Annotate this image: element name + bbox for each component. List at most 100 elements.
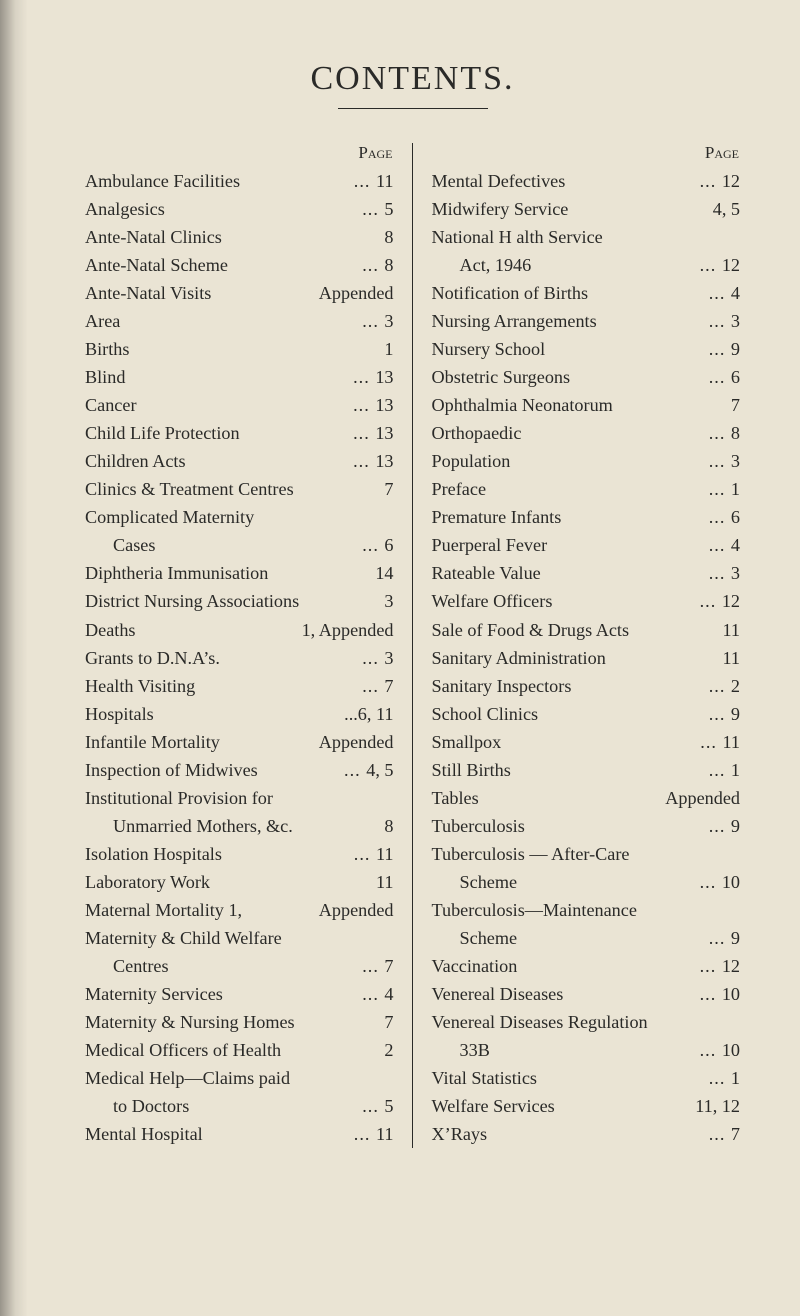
toc-entry: Scheme... 10 [432,868,741,896]
toc-entry: Clinics & Treatment Centres7 [85,475,394,503]
toc-label: Clinics & Treatment Centres [85,475,364,503]
toc-page: ... 8 [709,419,740,447]
toc-page: ... 12 [700,167,740,195]
toc-entry: Population... 3 [432,447,741,475]
title-rule [338,108,488,109]
toc-label: Ophthalmia Neonatorum [432,391,711,419]
toc-entry: Centres... 7 [85,952,394,980]
toc-label: Medical Help—Claims paid [85,1064,364,1092]
toc-label: Centres [85,952,362,980]
toc-page: ... 10 [700,980,740,1008]
toc-page: ... 9 [709,812,740,840]
toc-entry: Notification of Births... 4 [432,279,741,307]
toc-label: Ante-Natal Clinics [85,223,364,251]
toc-label: Blind [85,363,353,391]
toc-label: Maternal Mortality 1, [85,896,319,924]
toc-label: Mental Defectives [432,167,700,195]
toc-page: 7 [710,391,740,419]
toc-page: ... 6 [709,363,740,391]
toc-entry: Smallpox... 11 [432,728,741,756]
toc-entry: Midwifery Service4, 5 [432,195,741,223]
toc-page: ... 13 [353,363,393,391]
toc-entry: Medical Officers of Health2 [85,1036,394,1064]
toc-label: Smallpox [432,728,701,756]
toc-entry: Diphtheria Immunisation14 [85,559,394,587]
toc-label: Health Visiting [85,672,362,700]
toc-entry: Ante-Natal VisitsAppended [85,279,394,307]
toc-label: Still Births [432,756,709,784]
toc-entry: Tuberculosis—Maintenance [432,896,741,924]
toc-entry: Maternal Mortality 1,Appended [85,896,394,924]
toc-label: National H alth Service [432,223,711,251]
toc-page: ... 9 [709,700,740,728]
toc-entry: Inspection of Midwives... 4, 5 [85,756,394,784]
toc-page: ... 1 [709,756,740,784]
toc-entry: Isolation Hospitals... 11 [85,840,394,868]
toc-entry: Welfare Officers... 12 [432,587,741,615]
toc-entry: Complicated Maternity [85,503,394,531]
toc-entry: Vaccination... 12 [432,952,741,980]
toc-page: 1 [364,335,394,363]
toc-entry: Still Births... 1 [432,756,741,784]
toc-page: ... 13 [353,419,393,447]
right-list: Mental Defectives... 12Midwifery Service… [432,167,741,1148]
toc-label: Rateable Value [432,559,709,587]
toc-label: Hospitals [85,700,344,728]
toc-label: Maternity & Nursing Homes [85,1008,364,1036]
toc-page: ... 12 [700,952,740,980]
toc-page: 14 [364,559,394,587]
toc-entry: Rateable Value... 3 [432,559,741,587]
toc-page: ... 12 [700,587,740,615]
toc-entry: Analgesics... 5 [85,195,394,223]
toc-page: ... 4, 5 [344,756,393,784]
toc-page: 11 [710,644,740,672]
toc-label: Laboratory Work [85,868,364,896]
toc-entry: Grants to D.N.A’s.... 3 [85,644,394,672]
columns: Page Ambulance Facilities... 11Analgesic… [85,143,740,1148]
page-header-right: Page [432,143,741,163]
toc-page: Appended [319,279,394,307]
left-column: Page Ambulance Facilities... 11Analgesic… [85,143,408,1148]
toc-page: 11 [364,868,394,896]
toc-label: Analgesics [85,195,362,223]
toc-label: Complicated Maternity [85,503,364,531]
column-divider [412,143,413,1148]
toc-page: 2 [364,1036,394,1064]
toc-page: ... 13 [353,447,393,475]
toc-entry: Puerperal Fever... 4 [432,531,741,559]
page-title: CONTENTS. [85,60,740,98]
toc-entry: School Clinics... 9 [432,700,741,728]
toc-label: Tables [432,784,666,812]
toc-page: Appended [319,896,394,924]
toc-page: ... 3 [709,559,740,587]
toc-label: Ambulance Facilities [85,167,354,195]
toc-page: ... 5 [362,195,393,223]
toc-page: ... 13 [353,391,393,419]
toc-page: ... 10 [700,868,740,896]
toc-label: Unmarried Mothers, &c. [85,812,364,840]
page: CONTENTS. Page Ambulance Facilities ... 1… [0,0,800,1316]
toc-label: Venereal Diseases Regulation [432,1008,711,1036]
toc-label: Infantile Mortality [85,728,319,756]
toc-page: ... 9 [709,924,740,952]
toc-entry: X’Rays... 7 [432,1120,741,1148]
toc-label: Tuberculosis — After-Care [432,840,711,868]
toc-page: ... 3 [362,644,393,672]
toc-label: Notification of Births [432,279,709,307]
toc-label: School Clinics [432,700,709,728]
toc-label: Grants to D.N.A’s. [85,644,362,672]
toc-page: ... 11 [354,1120,394,1148]
toc-entry: Preface... 1 [432,475,741,503]
toc-label: Act, 1946 [432,251,700,279]
toc-entry: Unmarried Mothers, &c.8 [85,812,394,840]
toc-label: Isolation Hospitals [85,840,354,868]
toc-label: Sale of Food & Drugs Acts [432,616,711,644]
toc-page: ... 4 [709,531,740,559]
toc-page: Appended [665,784,740,812]
toc-label: Inspection of Midwives [85,756,344,784]
toc-label: Diphtheria Immunisation [85,559,364,587]
toc-page: ... 3 [709,447,740,475]
toc-label: Mental Hospital [85,1120,354,1148]
toc-label: Vaccination [432,952,700,980]
toc-label: Ante-Natal Visits [85,279,319,307]
